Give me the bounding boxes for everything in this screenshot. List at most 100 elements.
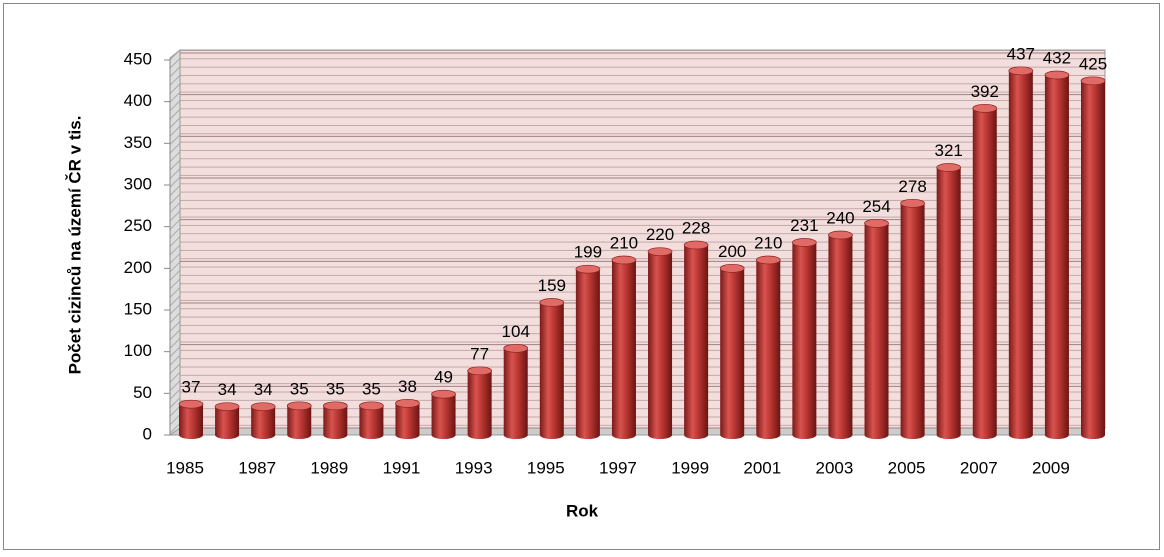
bar [215,406,240,439]
data-label: 392 [971,82,999,101]
bar-top [792,238,817,247]
y-tick-label: 250 [124,216,152,235]
data-label: 240 [826,208,854,227]
data-label: 278 [898,177,926,196]
bar-top [1080,76,1106,86]
bar-top [575,264,601,274]
data-label: 104 [502,322,530,341]
bar [179,404,203,439]
bar-top [467,366,492,376]
bar-top [431,389,456,399]
bar [251,406,276,439]
data-label: 210 [754,233,782,252]
bar [611,260,636,439]
bar [720,268,745,439]
y-tick-label: 0 [143,424,152,443]
data-label: 254 [862,197,890,216]
bar [792,242,817,439]
bar-top [286,401,312,411]
data-label: 38 [398,377,417,396]
data-label: 321 [934,141,962,160]
bar [575,269,600,439]
x-tick-label: 1985 [166,458,204,477]
data-label: 200 [718,242,746,261]
bar [864,223,889,439]
bar-top [1008,66,1034,76]
data-label: 432 [1043,48,1071,67]
data-label: 37 [182,378,201,397]
bar-top [972,103,998,113]
data-label: 210 [610,233,638,252]
bar-top [647,247,673,257]
y-tick-label: 200 [124,258,152,277]
bar-top [359,401,384,411]
bar-top [936,163,962,172]
data-label: 159 [538,276,566,295]
bar [431,394,456,439]
bar [539,302,564,439]
bar [287,405,312,439]
bar [900,203,925,439]
bar [1008,70,1033,439]
data-label: 35 [290,379,309,398]
x-tick-label: 1995 [527,458,565,477]
data-label: 220 [646,225,674,244]
x-axis-title: Rok [566,501,599,520]
data-label: 35 [362,379,381,398]
bar-top [864,218,889,228]
bar [648,251,673,439]
x-tick-label: 1997 [599,458,637,477]
y-tick-label: 50 [133,383,152,402]
bar [359,405,384,439]
data-label: 49 [434,368,453,387]
bar-top [214,402,240,412]
bar [1044,75,1069,439]
x-tick-label: 1993 [455,458,493,477]
bar-top [1044,70,1070,80]
bar-top [322,401,348,411]
bar-top [611,255,637,265]
bar [395,403,420,439]
bar-top [178,399,204,409]
bar-top [900,198,925,208]
x-tick-label: 1989 [310,458,348,477]
side-wall [169,48,181,436]
back-wall [179,49,1106,429]
data-label: 77 [470,344,489,363]
x-tick-label: 2009 [1032,458,1070,477]
bar-top [719,263,745,273]
bar [936,167,961,439]
bar [972,108,997,439]
data-label: 199 [574,243,602,262]
x-tick-label: 1991 [383,458,421,477]
x-tick-label: 1999 [671,458,709,477]
x-tick-label: 2007 [960,458,998,477]
x-tick-label: 1987 [238,458,276,477]
bar-top [539,298,565,307]
data-label: 437 [1007,44,1035,63]
y-tick-label: 100 [124,341,152,360]
bar-top [503,343,529,353]
bar-top [828,230,853,240]
x-tick-label: 2001 [743,458,781,477]
bar [684,245,709,439]
y-tick-label: 150 [124,299,152,318]
y-tick-label: 400 [124,91,152,110]
bar [828,235,853,439]
data-label: 34 [254,380,273,399]
data-label: 425 [1079,54,1107,73]
bar [467,370,492,439]
bar [1081,80,1105,439]
x-tick-label: 2005 [888,458,926,477]
bar-top [395,398,420,408]
bar [323,405,348,439]
bar-top [683,240,709,250]
bar [756,260,781,439]
data-label: 34 [218,380,237,399]
y-axis-title: Počet cizinců na území ČR v tis. [65,116,84,375]
y-tick-label: 300 [124,174,152,193]
data-label: 231 [790,216,818,235]
y-tick-label: 450 [124,49,152,68]
y-tick-label: 350 [124,133,152,152]
